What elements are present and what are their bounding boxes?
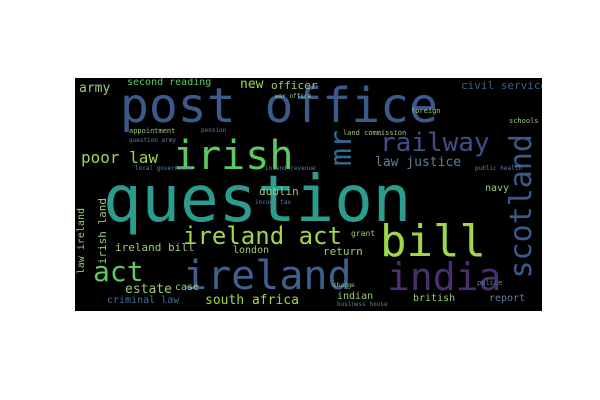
word-report: report — [489, 293, 526, 304]
word-local-government: local government — [135, 165, 193, 172]
word-poor-law: poor law — [81, 148, 159, 167]
word-case: case — [175, 282, 200, 293]
word-appointment: appointment — [129, 127, 176, 135]
word-civil-service: civil service — [461, 79, 542, 92]
word-question-army: question army — [129, 137, 176, 144]
word-bill: bill — [380, 216, 486, 267]
word-pension: pension — [201, 127, 227, 134]
word-london: london — [233, 245, 270, 256]
word-schools: schools — [509, 117, 539, 125]
word-second-reading: second reading — [127, 78, 212, 88]
word-india: india — [387, 255, 502, 299]
word-scotland: scotland — [504, 134, 539, 279]
word-criminal-law: criminal law — [107, 295, 180, 306]
word-officer: officer — [271, 79, 318, 92]
word-ireland-bill: ireland bill — [115, 241, 195, 254]
word-dublin: dublin — [259, 185, 299, 198]
word-war-office: war office — [275, 93, 312, 100]
word-navy: navy — [485, 183, 510, 194]
word-irish-land: irish land — [96, 198, 109, 265]
word-estate: estate — [125, 282, 172, 297]
word-railway: railway — [380, 128, 490, 158]
word-public-health: public health — [475, 165, 522, 172]
word-law-ireland: law ireland — [76, 208, 87, 275]
word-law-justice: law justice — [375, 155, 462, 170]
word-british: british — [413, 293, 456, 304]
word-land-commission: land commission — [343, 129, 407, 137]
word-cloud: question post office ireland bill irish … — [75, 78, 542, 311]
word-foreign: foreign — [411, 107, 441, 115]
word-grant: grant — [351, 229, 376, 238]
word-indian: indian — [337, 291, 374, 302]
word-business-house: business house — [337, 301, 388, 308]
word-irish: irish — [173, 133, 294, 179]
word-return: return — [323, 245, 363, 258]
word-army: army — [79, 81, 111, 96]
word-police: police — [477, 279, 503, 287]
word-inland-revenue: inland revenue — [265, 165, 316, 172]
word-ireland-act: ireland act — [183, 222, 342, 250]
word-south-africa: south africa — [205, 293, 299, 308]
word-question: question — [103, 163, 412, 237]
word-act: act — [93, 255, 144, 288]
word-new: new — [240, 78, 264, 92]
word-ireland: ireland — [183, 253, 352, 299]
word-income-tax: income tax — [255, 199, 292, 206]
word-charge: charge — [333, 282, 355, 289]
word-post-office: post office — [120, 78, 438, 134]
